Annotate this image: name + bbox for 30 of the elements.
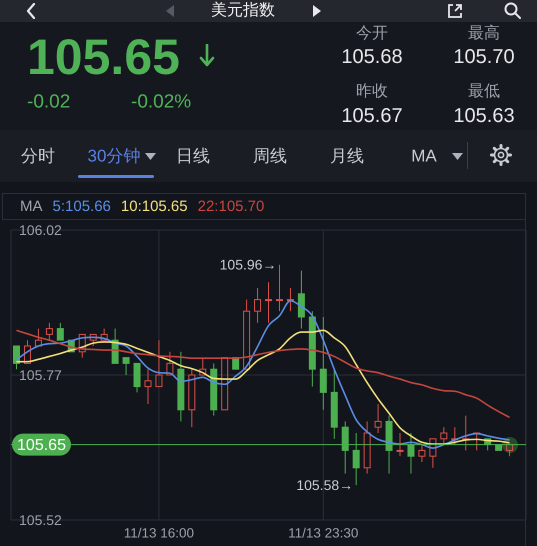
text: -0.02% [131, 92, 192, 112]
text: 105.67 [341, 105, 403, 127]
text: 最高 [468, 25, 500, 42]
text: 周线 [253, 146, 287, 166]
legend-title: MA [20, 198, 42, 215]
chart-title: 美元指数 [211, 2, 275, 19]
text: 22:105.70 [198, 198, 264, 215]
text: 10:105.65 [120, 198, 188, 215]
text: 105.68 [341, 46, 403, 68]
text: 日线 [176, 146, 210, 166]
text: 30分钟 [88, 146, 140, 166]
annotation: 105.58→ [296, 477, 354, 494]
x-tick-label: 11/13 23:30 [288, 526, 358, 541]
ref-line-label: 105.65 [17, 437, 66, 454]
text: 月线 [330, 146, 364, 166]
y-tick-label: 105.52 [19, 512, 62, 528]
text: 105.70 [453, 46, 515, 68]
text: 5:105.66 [52, 198, 111, 215]
text: 昨收 [356, 83, 388, 100]
annotation: 105.96→ [220, 256, 276, 273]
y-tick-label: 105.77 [19, 366, 62, 383]
text: -0.02 [27, 92, 70, 112]
x-tick-label: 11/13 16:00 [124, 526, 194, 541]
text: MA [411, 146, 437, 166]
text: 105.65 [27, 29, 180, 85]
text: 今开 [356, 25, 388, 42]
y-tick-label: 106.02 [19, 222, 62, 238]
text: 最低 [468, 83, 500, 100]
text: 105.63 [453, 105, 515, 127]
text: 分时 [21, 146, 55, 166]
